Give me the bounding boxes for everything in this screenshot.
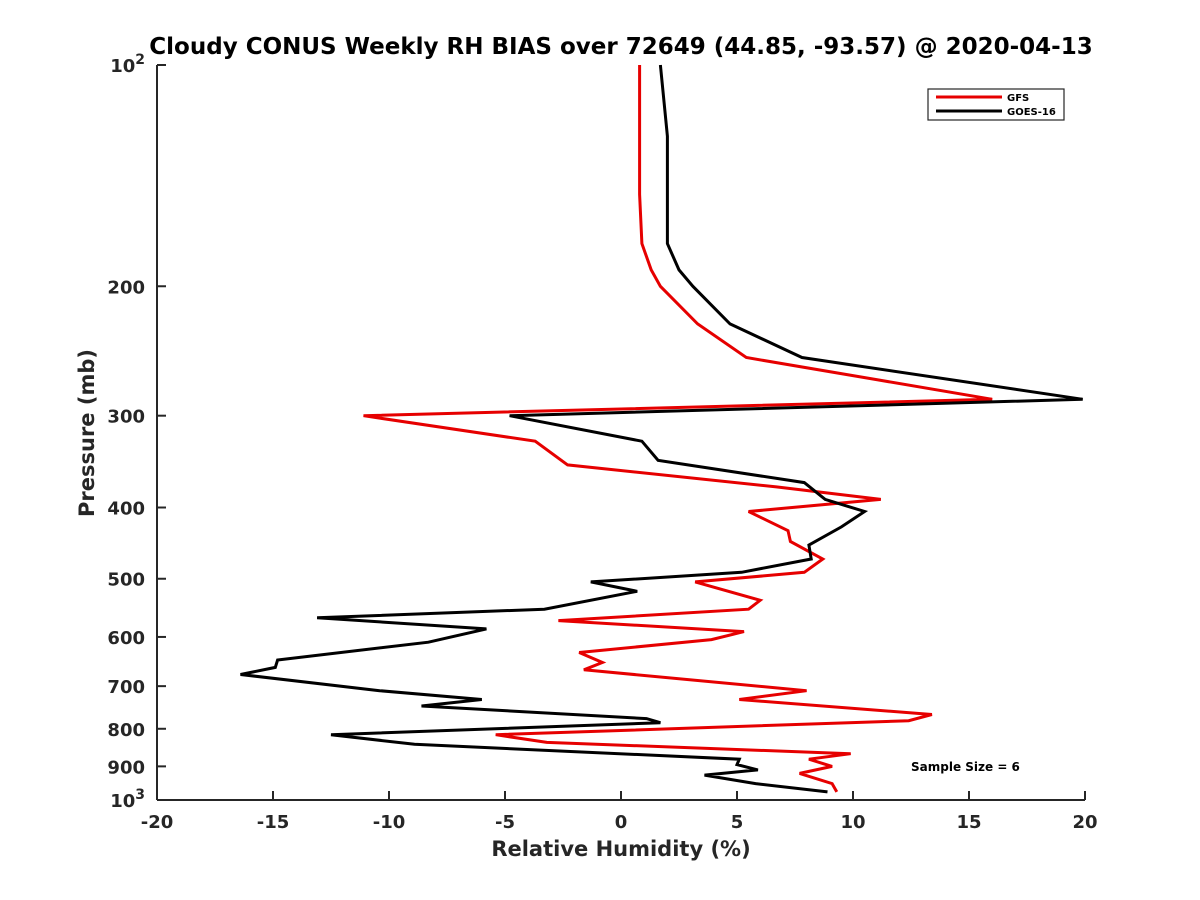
legend-box: [927, 88, 1065, 121]
y-ticks: 102 200 300 400 500 600 700 800 900 103: [107, 52, 166, 812]
y-tick-label: 200: [107, 277, 145, 298]
y-tick-label: 400: [107, 499, 145, 520]
series-layer: [240, 64, 1083, 794]
y-tick-label: 800: [107, 720, 145, 741]
chart-title: Cloudy CONUS Weekly RH BIAS over 72649 (…: [149, 34, 1092, 60]
x-tick-label: 5: [731, 812, 744, 833]
y-tick-label: 600: [107, 628, 145, 649]
x-tick-label: 0: [615, 812, 628, 833]
x-tick-label: -10: [373, 812, 406, 833]
series-line-gfs: [363, 65, 993, 793]
x-tick-label: 15: [956, 812, 981, 833]
x-tick-label: -15: [257, 812, 290, 833]
y-tick-label: 700: [107, 677, 145, 698]
y-tick-label: 500: [107, 570, 145, 591]
x-tick-label: -5: [495, 812, 515, 833]
y-tick-label: 102: [110, 52, 145, 77]
plot-area: [156, 65, 1085, 801]
y-axis-label: Pressure (mb): [75, 349, 99, 517]
x-ticks: -20 -15 -10 -5 0 5 10 15 20: [141, 791, 1098, 833]
legend-label-gfs: GFS: [1007, 93, 1029, 104]
series-line-goes16: [240, 64, 1083, 794]
y-tick-label: 300: [107, 407, 145, 428]
x-tick-label: -20: [141, 812, 174, 833]
x-axis-label: Relative Humidity (%): [491, 837, 750, 861]
sample-size-annotation: Sample Size = 6: [911, 760, 1020, 774]
y-tick-label: 103: [110, 787, 145, 812]
x-tick-label: 20: [1072, 812, 1097, 833]
legend-label-goes16: GOES-16: [1007, 107, 1056, 118]
legend: GFS GOES-16: [927, 88, 1065, 121]
x-tick-label: 10: [840, 812, 865, 833]
y-tick-label: 900: [107, 757, 145, 778]
